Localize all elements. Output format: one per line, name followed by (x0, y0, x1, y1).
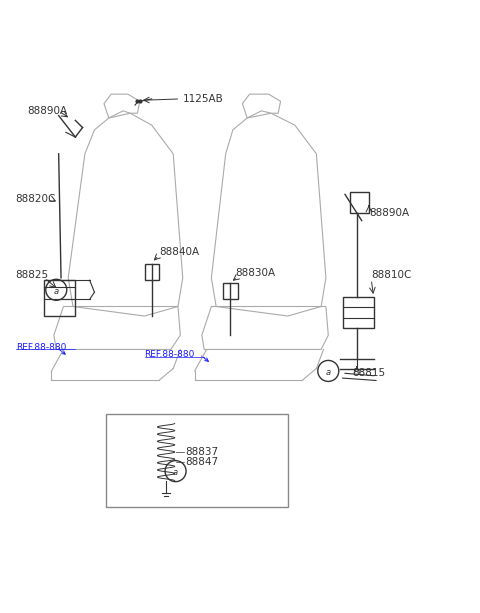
Text: 88815: 88815 (352, 368, 385, 378)
Text: REF.88-880: REF.88-880 (144, 350, 195, 359)
Text: 88890A: 88890A (28, 106, 68, 116)
Text: 88837: 88837 (185, 447, 218, 457)
Text: 88890A: 88890A (369, 208, 409, 218)
Text: a: a (173, 468, 178, 477)
Text: 88825: 88825 (16, 270, 49, 281)
Text: 88847: 88847 (185, 457, 218, 466)
Text: REF.88-880: REF.88-880 (16, 343, 66, 352)
Text: 88840A: 88840A (159, 246, 199, 257)
Text: a: a (326, 368, 331, 377)
FancyArrowPatch shape (202, 356, 208, 361)
Text: a: a (54, 287, 59, 295)
Text: 1125AB: 1125AB (183, 94, 224, 104)
FancyArrowPatch shape (59, 349, 65, 354)
Text: 88810C: 88810C (371, 270, 412, 281)
Text: 88820C: 88820C (16, 194, 56, 204)
Text: 88830A: 88830A (235, 268, 276, 278)
